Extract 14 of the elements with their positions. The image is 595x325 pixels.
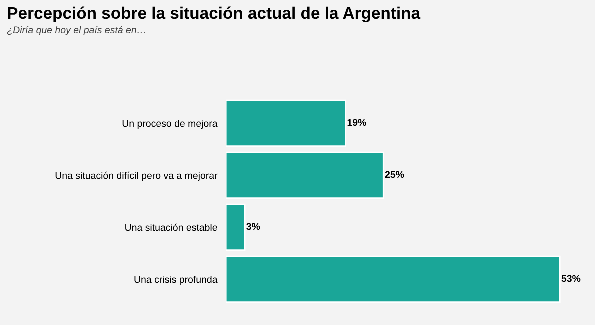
- y-tick-label: Una situación estable: [126, 224, 218, 232]
- data-label: 53%: [562, 275, 581, 282]
- bar: [226, 204, 246, 252]
- bar: [226, 256, 561, 304]
- data-label: 25%: [385, 171, 404, 178]
- y-tick-label: Una crisis profunda: [134, 276, 218, 286]
- data-label: 3%: [246, 223, 260, 230]
- y-tick-label: Una situación difícil pero va a mejorar: [56, 172, 218, 182]
- y-tick-label: Un proceso de mejora: [122, 120, 218, 130]
- bar: [226, 152, 384, 200]
- chart-title: Percepción sobre la situación actual de la Argentina: [8, 6, 421, 23]
- text: ¿Diría que hoy el país está en…: [7, 26, 146, 36]
- data-label: 19%: [348, 119, 366, 126]
- bar: [226, 100, 347, 148]
